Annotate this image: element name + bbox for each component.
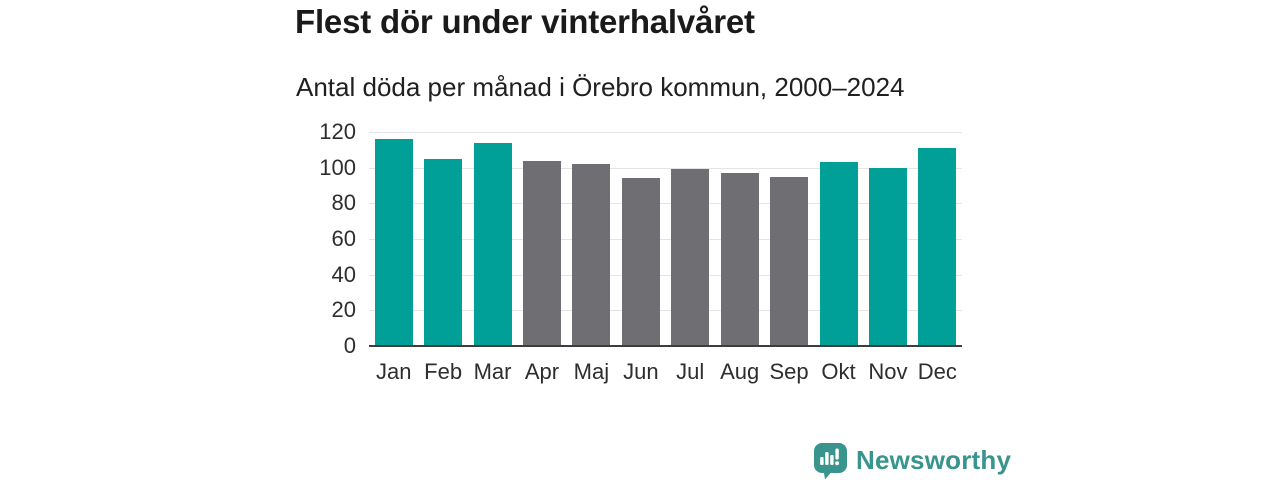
bar-band-jun <box>616 132 665 346</box>
bar-series <box>369 132 962 346</box>
newsworthy-brand-text: Newsworthy <box>856 445 1012 475</box>
bar-band-jul <box>666 132 715 346</box>
gridline-120 <box>369 132 962 133</box>
plot-area <box>369 132 962 347</box>
bar-band-feb <box>418 132 467 346</box>
bar-band-apr <box>517 132 566 346</box>
y-tick-label-80: 80 <box>331 190 356 216</box>
x-tick-label-aug: Aug <box>720 359 760 384</box>
x-tick-label-dec: Dec <box>917 359 957 384</box>
bar-aug <box>720 173 759 346</box>
bar-mar <box>473 142 512 346</box>
bar-band-sep <box>764 132 813 346</box>
x-tick-label-sep: Sep <box>769 359 809 384</box>
y-tick-label-40: 40 <box>331 261 356 287</box>
newsworthy-chart-bubble-icon <box>814 443 847 479</box>
x-tick-label-okt: Okt <box>821 359 856 384</box>
logo-bar-3 <box>830 455 834 465</box>
bar-band-maj <box>567 132 616 346</box>
x-tick-label-nov: Nov <box>868 359 908 384</box>
gridline-20 <box>369 310 962 312</box>
chart-title: Flest dör under vinterhalvåret <box>295 3 755 40</box>
x-tick-label-jan: Jan <box>375 359 412 384</box>
bar-jul <box>671 169 710 346</box>
logo-exclamation-dot <box>835 461 840 466</box>
bar-band-nov <box>863 132 912 346</box>
bar-nov <box>868 167 907 346</box>
bar-band-okt <box>814 132 863 346</box>
y-tick-label-20: 20 <box>331 297 356 323</box>
x-tick-label-mar: Mar <box>473 359 512 384</box>
gridline-40 <box>369 274 962 276</box>
x-tick-label-jul: Jul <box>676 359 705 384</box>
logo-bar-1 <box>820 457 824 465</box>
bar-band-dec <box>913 132 962 346</box>
x-tick-label-apr: Apr <box>524 359 560 384</box>
newsworthy-logo: Newsworthy <box>813 442 1011 479</box>
logo-exclamation-stroke <box>835 448 839 460</box>
bar-band-aug <box>715 132 764 346</box>
bar-jan <box>374 139 413 346</box>
chart-subtitle: Antal döda per månad i Örebro kommun, 20… <box>296 72 905 102</box>
bar-maj <box>572 164 611 346</box>
bar-dec <box>918 148 957 346</box>
y-axis-tick-labels: 0 20 40 60 80 100 120 <box>250 119 356 358</box>
bar-okt <box>819 162 858 346</box>
y-tick-label-100: 100 <box>319 154 356 180</box>
x-axis-line <box>369 345 962 347</box>
x-tick-label-feb: Feb <box>424 359 463 384</box>
y-tick-label-60: 60 <box>331 226 356 251</box>
y-tick-label-0: 0 <box>343 333 356 358</box>
logo-bar-2 <box>825 452 829 465</box>
x-axis-tick-labels: Jan Feb Mar Apr Maj Jun Jul Aug Sep Okt Nov Dec <box>369 358 962 386</box>
gridline-80 <box>369 203 962 205</box>
x-tick-label-maj: Maj <box>573 359 610 384</box>
bar-apr <box>522 160 561 346</box>
bar-feb <box>424 158 463 346</box>
x-tick-label-jun: Jun <box>623 359 659 384</box>
bar-sep <box>770 176 809 346</box>
gridline-100 <box>369 167 962 169</box>
bar-jun <box>621 178 660 346</box>
bar-band-jan <box>369 132 418 346</box>
y-tick-label-120: 120 <box>319 119 356 144</box>
gridline-60 <box>369 239 962 240</box>
bar-band-mar <box>468 132 517 346</box>
